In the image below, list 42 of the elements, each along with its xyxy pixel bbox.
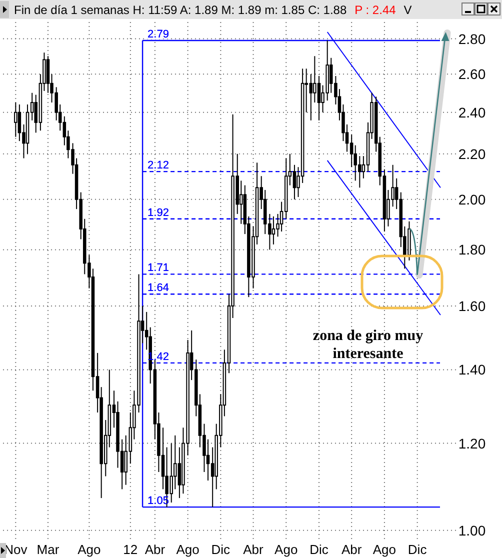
y-tick-label: 1.80 — [458, 242, 486, 258]
x-tick-label: Abr — [243, 542, 264, 557]
y-tick-label: 1.00 — [458, 522, 486, 538]
candlestick — [178, 446, 182, 499]
ref-line-label: 1.71 — [148, 262, 169, 274]
x-tick-label: Dic — [408, 542, 428, 557]
y-tick-label: 1.20 — [458, 435, 486, 452]
annotation: zona de giro muy interesante — [312, 328, 424, 362]
y-tick-label: 2.40 — [458, 104, 486, 120]
candlestick — [161, 427, 165, 490]
x-tick-label: Mar — [36, 542, 60, 557]
candlestick — [313, 56, 316, 104]
y-tick-label: 1.40 — [458, 362, 486, 378]
ref-line-label: 1.64 — [148, 282, 169, 294]
candlestick — [272, 216, 276, 245]
candlestick — [206, 438, 210, 482]
x-tick-label: 12 — [123, 542, 138, 557]
x-tick-label: Ago — [176, 542, 200, 557]
y-tick-label: 2.20 — [458, 146, 486, 162]
ref-line-label: 2.79 — [148, 28, 169, 40]
chart-title: Fin de día 1 semanas H: 11:59 A: 1.89 M: 1.89 m: 1.85 C: 1.88 — [14, 3, 347, 17]
chart-subtitle: P : 2.44 — [354, 3, 396, 17]
x-tick-label: Dic — [211, 542, 231, 557]
candlestick — [46, 56, 50, 94]
candlestick — [14, 102, 18, 138]
x-tick-label: Abr — [144, 542, 166, 557]
y-tick-label: 2.60 — [458, 66, 486, 82]
ref-line-label: 1.92 — [148, 206, 169, 219]
y-tick-label: 2.80 — [458, 30, 486, 47]
x-tick-label: Ago — [274, 542, 298, 557]
y-tick-label: 1.60 — [458, 298, 486, 314]
y-tick-label: 2.00 — [458, 191, 486, 208]
ref-line-label: 2.12 — [148, 160, 169, 172]
candlestick — [317, 75, 321, 121]
candlestick — [18, 104, 22, 142]
x-tick-label: Ago — [372, 542, 396, 557]
candlestick — [292, 164, 296, 200]
x-tick-label: Ago — [78, 542, 101, 557]
candlestick — [350, 134, 354, 168]
text: V — [404, 3, 412, 17]
x-tick-label: Abr — [341, 542, 362, 557]
x-tick-label: Dic — [310, 542, 329, 557]
